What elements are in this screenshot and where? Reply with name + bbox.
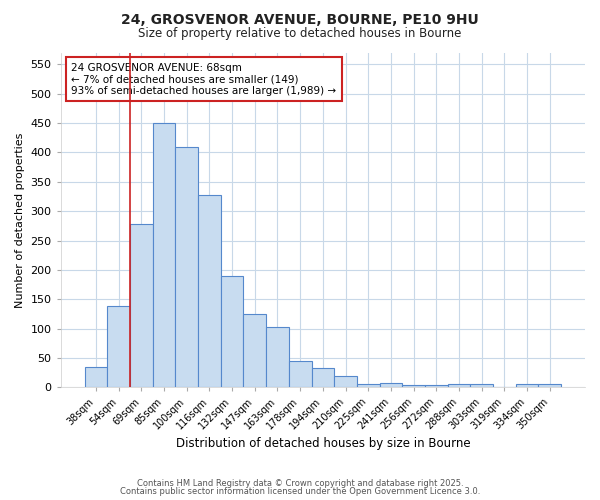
Bar	[266, 327, 289, 388]
Text: 24 GROSVENOR AVENUE: 68sqm
← 7% of detached houses are smaller (149)
93% of semi: 24 GROSVENOR AVENUE: 68sqm ← 7% of detac…	[71, 62, 337, 96]
Bar	[221, 276, 244, 388]
Bar	[85, 367, 107, 388]
Bar	[516, 384, 538, 388]
Bar	[380, 384, 402, 388]
Bar	[198, 196, 221, 388]
Bar	[175, 146, 198, 388]
Bar	[448, 384, 470, 388]
Text: Contains public sector information licensed under the Open Government Licence 3.: Contains public sector information licen…	[120, 487, 480, 496]
Bar	[334, 376, 357, 388]
Text: Size of property relative to detached houses in Bourne: Size of property relative to detached ho…	[139, 28, 461, 40]
Bar	[357, 384, 380, 388]
Bar	[538, 384, 561, 388]
Bar	[425, 385, 448, 388]
Bar	[152, 123, 175, 388]
Bar	[470, 384, 493, 388]
Y-axis label: Number of detached properties: Number of detached properties	[15, 132, 25, 308]
Text: 24, GROSVENOR AVENUE, BOURNE, PE10 9HU: 24, GROSVENOR AVENUE, BOURNE, PE10 9HU	[121, 12, 479, 26]
Bar	[107, 306, 130, 388]
Bar	[402, 385, 425, 388]
Bar	[289, 361, 311, 388]
Bar	[311, 368, 334, 388]
Text: Contains HM Land Registry data © Crown copyright and database right 2025.: Contains HM Land Registry data © Crown c…	[137, 478, 463, 488]
X-axis label: Distribution of detached houses by size in Bourne: Distribution of detached houses by size …	[176, 437, 470, 450]
Bar	[130, 224, 152, 388]
Bar	[244, 314, 266, 388]
